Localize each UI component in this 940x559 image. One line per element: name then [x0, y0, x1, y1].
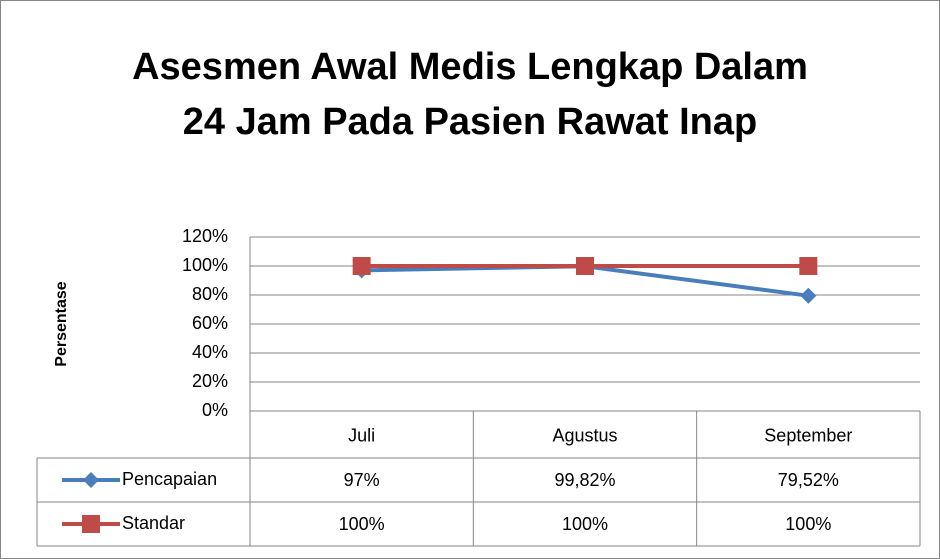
- marker: [82, 515, 100, 533]
- y-tick-label: 120%: [182, 226, 228, 246]
- data-label: 100%: [785, 514, 831, 534]
- x-tick-label: Agustus: [552, 425, 617, 445]
- data-label: 79,52%: [778, 470, 839, 490]
- title-box: Asesmen Awal Medis Lengkap Dalam 24 Jam …: [132, 46, 808, 143]
- y-tick-label: 100%: [182, 255, 228, 275]
- data-label: 100%: [562, 514, 608, 534]
- data-label: 99,82%: [554, 470, 615, 490]
- marker: [799, 257, 818, 275]
- data-label: 97%: [344, 470, 380, 490]
- legend-label: Standar: [122, 513, 185, 533]
- marker: [352, 257, 371, 275]
- y-tick-label: 60%: [192, 313, 228, 333]
- marker: [83, 472, 99, 488]
- y-tick-label: 0%: [202, 400, 228, 420]
- legend-label: Pencapaian: [122, 469, 217, 489]
- data-label: 100%: [339, 514, 385, 534]
- y-axis-label: Persentase: [53, 281, 70, 366]
- marker: [576, 257, 594, 275]
- chart-title: Asesmen Awal Medis Lengkap Dalam 24 Jam …: [132, 46, 808, 143]
- y-tick-label: 20%: [192, 371, 228, 391]
- y-tick-label: 40%: [192, 342, 228, 362]
- marker: [800, 287, 817, 304]
- x-tick-label: Juli: [348, 425, 375, 445]
- y-tick-label: 80%: [192, 284, 228, 304]
- x-tick-label: September: [764, 425, 852, 445]
